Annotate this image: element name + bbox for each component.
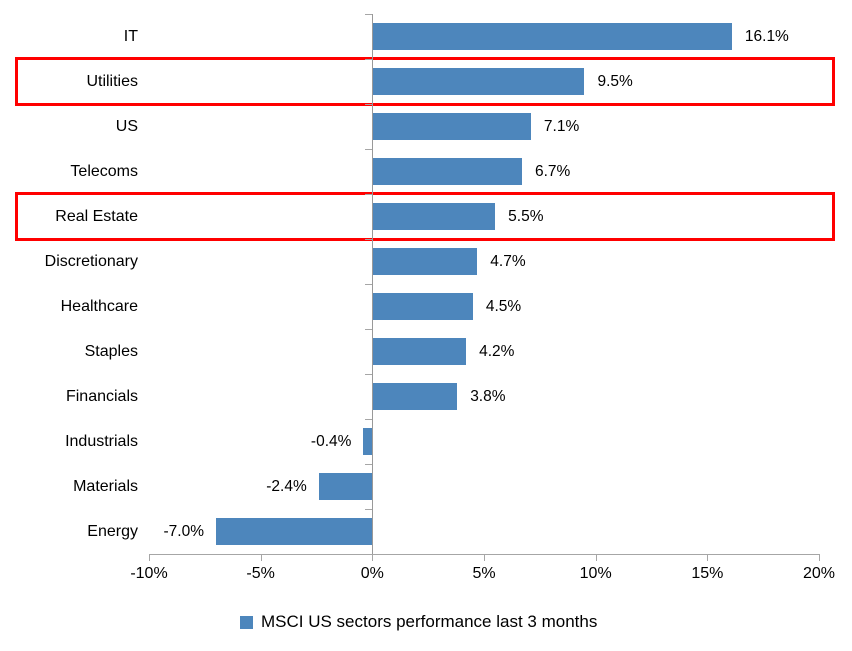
legend-marker-icon xyxy=(240,615,253,629)
x-axis-tick-label: 5% xyxy=(472,565,496,582)
category-axis-tick xyxy=(365,14,373,15)
x-axis-tick-label: 15% xyxy=(691,565,724,582)
value-label: -2.4% xyxy=(266,477,307,495)
category-label: Discretionary xyxy=(44,252,138,270)
category-axis-tick xyxy=(365,329,373,330)
value-label: 4.5% xyxy=(485,297,522,315)
category-label: Telecoms xyxy=(70,162,138,180)
legend-label: MSCI US sectors performance last 3 month… xyxy=(261,612,598,631)
x-axis-tick-label: 20% xyxy=(802,565,836,582)
category-axis-tick xyxy=(365,509,373,510)
x-axis-tick xyxy=(707,554,709,561)
bar xyxy=(372,338,467,365)
category-label: Staples xyxy=(84,342,138,360)
bar xyxy=(372,68,585,95)
category-label: US xyxy=(115,117,138,135)
x-axis-tick xyxy=(260,554,262,561)
x-axis-tick xyxy=(484,554,485,561)
value-label: 4.2% xyxy=(479,342,515,360)
value-label: 4.7% xyxy=(490,252,526,270)
x-axis-tick-label: 10% xyxy=(579,565,612,582)
bar xyxy=(216,518,373,545)
category-label: Utilities xyxy=(86,72,138,90)
value-label: 5.5% xyxy=(508,207,544,225)
x-axis-tick xyxy=(149,554,150,561)
category-axis-tick xyxy=(365,59,373,60)
bar xyxy=(372,23,732,50)
value-label: 9.5% xyxy=(597,72,633,90)
category-axis-tick xyxy=(365,374,373,375)
bar xyxy=(372,203,496,230)
x-axis-tick xyxy=(372,554,374,561)
value-label: -7.0% xyxy=(163,522,205,540)
category-label: Real Estate xyxy=(55,207,138,225)
x-axis-tick-label: -10% xyxy=(130,565,168,582)
category-axis-tick xyxy=(365,239,373,240)
bar xyxy=(372,248,478,275)
category-label: IT xyxy=(123,27,138,45)
bar xyxy=(372,293,473,320)
category-label: Healthcare xyxy=(60,297,138,315)
y-axis-line xyxy=(372,14,374,554)
category-label: Industrials xyxy=(65,432,138,450)
value-label: -0.4% xyxy=(310,432,352,450)
category-axis-tick xyxy=(365,104,373,105)
x-axis-tick xyxy=(819,554,820,561)
category-label: Materials xyxy=(73,477,138,495)
bar xyxy=(372,158,522,185)
x-axis-tick xyxy=(595,554,597,561)
category-axis-tick xyxy=(365,284,373,285)
category-label: Energy xyxy=(87,522,138,540)
bar xyxy=(372,113,531,140)
category-axis-tick xyxy=(365,149,373,150)
category-axis-tick xyxy=(365,464,373,465)
category-axis-tick xyxy=(365,194,373,195)
x-axis-tick-label: -5% xyxy=(246,565,275,582)
value-label: 7.1% xyxy=(543,117,580,135)
value-label: 16.1% xyxy=(744,27,789,45)
bar xyxy=(372,383,458,410)
value-label: 6.7% xyxy=(534,162,571,180)
value-label: 3.8% xyxy=(470,387,506,405)
legend: MSCI US sectors performance last 3 month… xyxy=(240,612,597,632)
bar xyxy=(318,473,373,500)
category-axis-tick xyxy=(365,419,373,420)
bar xyxy=(363,428,373,455)
category-label: Financials xyxy=(65,387,138,405)
x-axis-tick-label: 0% xyxy=(360,565,384,582)
